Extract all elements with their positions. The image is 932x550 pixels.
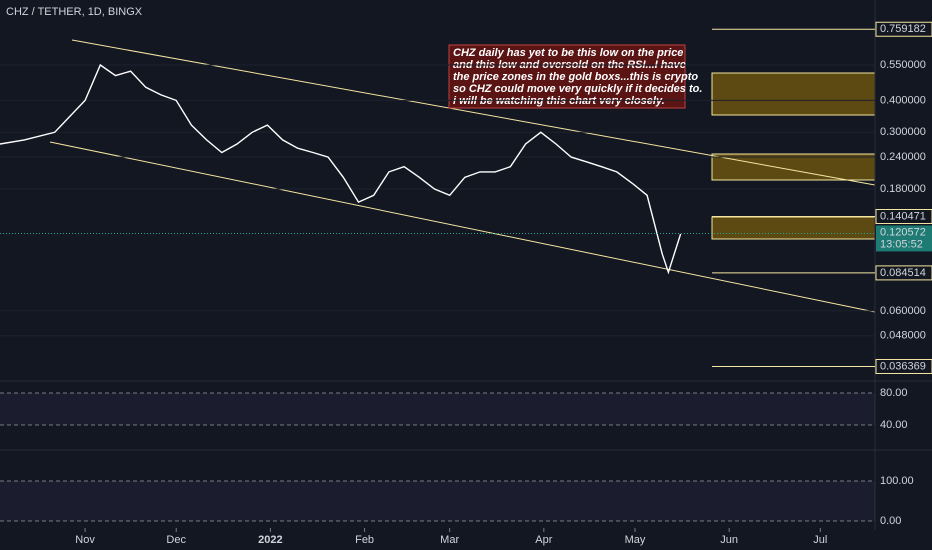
panel-tick-label: 0.00 xyxy=(880,515,901,527)
panel-tick-label: 40.00 xyxy=(880,419,908,431)
gold-zone xyxy=(711,72,876,116)
y-tick-label: 0.048000 xyxy=(880,330,926,342)
countdown-label: 13:05:52 xyxy=(880,238,923,250)
x-tick-label: May xyxy=(625,534,646,546)
level-label: 0.140471 xyxy=(880,210,926,222)
y-tick-label: 0.240000 xyxy=(880,151,926,163)
level-tag xyxy=(875,21,932,37)
gold-zone xyxy=(711,153,876,181)
x-tick-label: 2022 xyxy=(258,534,282,546)
gold-zone xyxy=(711,216,876,240)
annotation-line: so CHZ could move very quickly if it dec… xyxy=(453,83,702,95)
level-tag xyxy=(875,265,932,281)
x-tick-label: Dec xyxy=(166,534,186,546)
y-tick-label: 0.180000 xyxy=(880,183,926,195)
level-tag xyxy=(875,358,932,374)
x-tick-label: Feb xyxy=(355,534,374,546)
panel-tick-label: 100.00 xyxy=(880,475,914,487)
y-tick-label: 0.300000 xyxy=(880,126,926,138)
chart-title: CHZ / TETHER, 1D, BINGX xyxy=(6,6,143,18)
annotation-line: the price zones in the gold boxs...this … xyxy=(453,71,698,83)
y-tick-label: 0.060000 xyxy=(880,305,926,317)
current-price-tag xyxy=(876,225,932,252)
x-tick-label: Jul xyxy=(813,534,827,546)
y-tick-label: 0.400000 xyxy=(880,94,926,106)
level-tag xyxy=(875,209,932,225)
level-label: 0.036369 xyxy=(880,360,926,372)
price-line xyxy=(0,63,682,275)
x-tick-label: Nov xyxy=(75,534,95,546)
level-label: 0.759182 xyxy=(880,23,926,35)
panel-band xyxy=(0,481,875,521)
annotation-line: i will be watching this chart very close… xyxy=(453,95,665,107)
x-tick-label: Mar xyxy=(440,534,459,546)
channel-line xyxy=(49,141,876,313)
panel-band xyxy=(0,393,875,425)
panel-tick-label: 80.00 xyxy=(880,387,908,399)
x-tick-label: Jun xyxy=(720,534,738,546)
annotation: CHZ daily has yet to be this low on the … xyxy=(448,44,702,109)
channel-line xyxy=(71,39,876,186)
annotation-box xyxy=(448,44,686,109)
current-price-label: 0.120572 xyxy=(880,226,926,238)
y-tick-label: 0.550000 xyxy=(880,59,926,71)
x-tick-label: Apr xyxy=(535,534,552,546)
annotation-line: CHZ daily has yet to be this low on the … xyxy=(453,47,683,59)
level-label: 0.084514 xyxy=(880,267,926,279)
